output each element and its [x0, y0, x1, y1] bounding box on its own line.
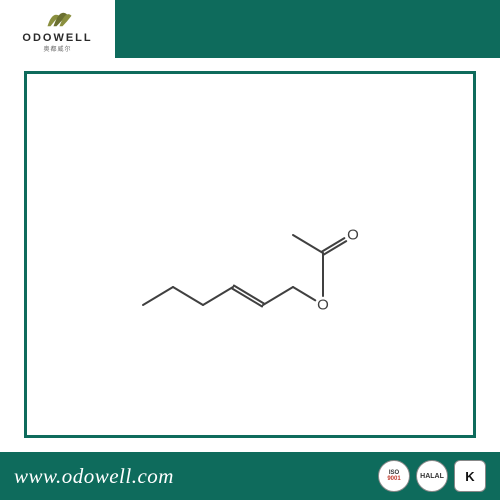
svg-text:O: O	[317, 296, 329, 313]
footer-url: www.odowell.com	[14, 464, 378, 489]
halal-badge: HALAL	[416, 460, 448, 492]
logo-brand-text: ODOWELL	[22, 32, 92, 44]
molecule-diagram: OO	[125, 175, 375, 335]
logo-swirl-icon	[43, 5, 73, 31]
top-teal-bar	[115, 0, 500, 58]
svg-text:O: O	[347, 226, 359, 243]
content-frame: OO	[24, 71, 476, 438]
logo-sub-text: 奥都威尔	[43, 44, 71, 53]
certification-badges: ISO9001HALALK	[378, 460, 486, 492]
footer-bar: www.odowell.com ISO9001HALALK	[0, 452, 500, 500]
top-bar: ODOWELL 奥都威尔	[0, 0, 500, 58]
kosher-badge: K	[454, 460, 486, 492]
brand-logo: ODOWELL 奥都威尔	[0, 0, 115, 58]
iso-badge: ISO9001	[378, 460, 410, 492]
